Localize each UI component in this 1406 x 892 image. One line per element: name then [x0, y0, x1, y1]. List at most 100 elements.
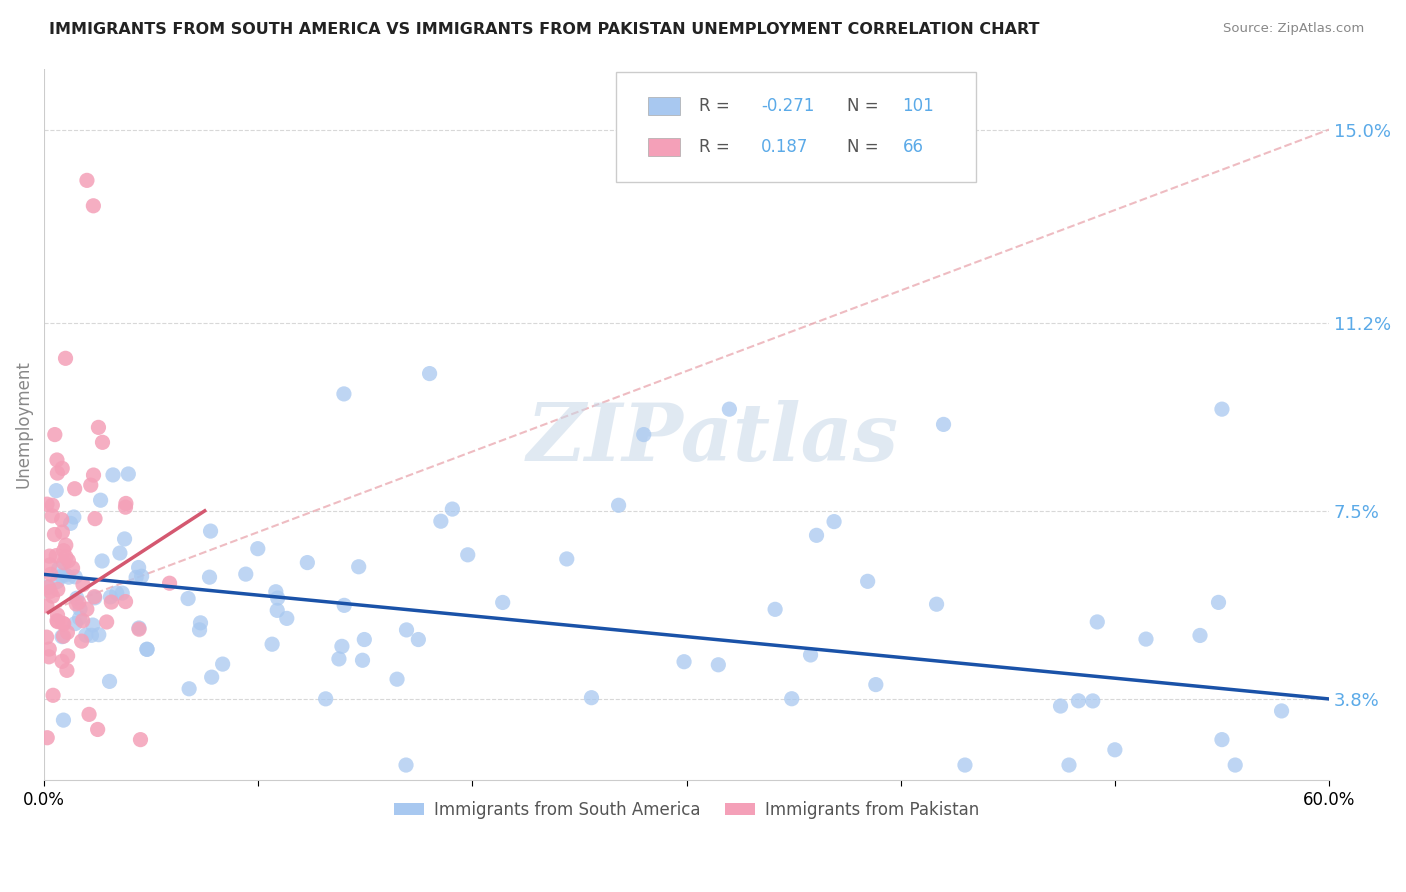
Point [39, 558, 62, 572]
Point [100, 590, 122, 604]
Point [70, 634, 93, 648]
Bar [648, 138, 681, 156]
Point [87, 420, 110, 434]
Point [83, 591, 105, 605]
Point [492, 595, 515, 609]
Point [707, 657, 730, 672]
Point [80, 478, 103, 492]
Point [1067, 694, 1090, 708]
Point [55, 550, 77, 565]
Point [41, 589, 63, 603]
Point [108, 546, 131, 560]
Point [52, 713, 75, 727]
Point [159, 576, 181, 591]
Point [46, 582, 69, 597]
Point [347, 559, 370, 574]
Point [37, 580, 59, 594]
Point [856, 574, 879, 589]
Point [56, 664, 79, 678]
Text: 0.187: 0.187 [761, 138, 808, 156]
Point [1208, 595, 1230, 609]
Y-axis label: Unemployment: Unemployment [15, 360, 32, 488]
Point [46, 614, 69, 628]
Point [55, 567, 77, 582]
Point [581, 690, 603, 705]
Point [42, 688, 65, 702]
Point [211, 657, 233, 671]
Point [117, 467, 139, 481]
Point [44, 527, 66, 541]
Point [90, 493, 112, 508]
Point [62, 561, 84, 575]
Point [718, 402, 741, 417]
Point [1081, 694, 1104, 708]
Point [65, 597, 87, 611]
Point [129, 732, 152, 747]
Point [35, 630, 58, 644]
Point [200, 524, 222, 538]
Point [76, 173, 98, 187]
Point [1211, 402, 1233, 417]
Text: -0.271: -0.271 [761, 97, 814, 115]
Point [1057, 758, 1080, 772]
Point [72, 614, 94, 628]
Point [555, 552, 578, 566]
Point [75, 628, 97, 642]
FancyBboxPatch shape [616, 72, 976, 182]
Point [330, 640, 353, 654]
Point [83, 590, 105, 604]
Point [82, 199, 104, 213]
Point [100, 595, 122, 609]
Point [101, 467, 124, 482]
Text: ZIPatlas: ZIPatlas [526, 400, 898, 477]
Point [46, 574, 69, 589]
Point [385, 672, 408, 686]
Point [51, 525, 73, 540]
Point [763, 602, 786, 616]
Point [63, 482, 86, 496]
Point [35, 599, 58, 613]
Text: 101: 101 [903, 97, 934, 115]
Point [190, 615, 212, 630]
Point [328, 652, 350, 666]
Point [55, 538, 77, 552]
Point [266, 603, 288, 617]
Point [111, 586, 134, 600]
Point [262, 637, 284, 651]
Point [82, 618, 104, 632]
Point [51, 569, 73, 583]
Point [1049, 699, 1071, 714]
Point [1104, 743, 1126, 757]
Point [46, 466, 69, 480]
Point [198, 570, 221, 584]
Point [266, 591, 288, 606]
Point [135, 642, 157, 657]
Text: N =: N = [848, 97, 884, 115]
Point [823, 515, 845, 529]
Point [84, 511, 107, 525]
Point [46, 453, 69, 467]
Point [457, 548, 479, 562]
Point [51, 461, 73, 475]
Bar [648, 97, 681, 115]
Point [69, 602, 91, 616]
Text: N =: N = [848, 138, 890, 156]
Point [66, 591, 89, 606]
Point [45, 549, 67, 563]
Point [264, 584, 287, 599]
Point [806, 528, 828, 542]
Point [246, 541, 269, 556]
Point [52, 616, 75, 631]
Point [115, 496, 138, 510]
Point [98, 674, 121, 689]
Point [38, 642, 60, 657]
Point [780, 691, 803, 706]
Point [395, 758, 418, 772]
Point [932, 417, 955, 432]
Point [52, 556, 75, 570]
Point [114, 500, 136, 515]
Point [76, 602, 98, 616]
Point [48, 562, 70, 576]
Point [41, 508, 63, 523]
Point [131, 569, 153, 583]
